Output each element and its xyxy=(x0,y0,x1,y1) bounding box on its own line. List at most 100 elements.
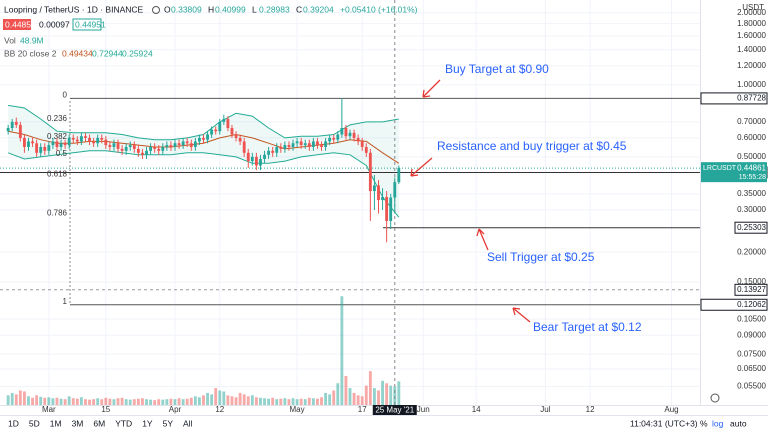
candle-body xyxy=(250,156,254,162)
volume-bar xyxy=(267,398,271,405)
candle-body xyxy=(206,134,209,140)
ohlc-value: 0.39204 xyxy=(303,4,334,14)
volume-bar xyxy=(181,399,185,405)
candle-body xyxy=(39,146,43,153)
y-tick-label: 0.15000 xyxy=(737,277,766,286)
bb-fill xyxy=(8,105,399,218)
candle-body xyxy=(18,124,22,138)
volume-bar xyxy=(67,396,71,405)
candle-body xyxy=(124,146,128,151)
ask: 0.44951 xyxy=(75,19,106,29)
candle-body xyxy=(145,150,148,155)
volume-bar xyxy=(356,395,360,405)
volume-bar xyxy=(320,397,323,405)
y-tick-label: 0.07500 xyxy=(737,349,766,358)
y-tick-label: 1.00000 xyxy=(737,80,766,89)
price-tag-label: 0.44861 xyxy=(737,163,766,172)
fib-level-label: 0.618 xyxy=(47,170,68,179)
candle-body xyxy=(340,128,344,135)
candle-body xyxy=(234,134,238,138)
volume-bar xyxy=(18,390,22,405)
y-tick-label: 0.35000 xyxy=(737,189,766,198)
candle-body xyxy=(22,137,26,147)
candle-body xyxy=(88,137,91,142)
volume-bar xyxy=(145,399,148,405)
log-toggle[interactable]: log xyxy=(712,418,724,428)
candle-body xyxy=(368,152,372,192)
candle-body xyxy=(35,143,39,153)
vol-label: Vol xyxy=(4,35,16,45)
candle-body xyxy=(189,143,193,147)
range-button[interactable]: YTD xyxy=(115,418,132,428)
candle-body xyxy=(67,137,71,146)
volume-bar xyxy=(295,399,299,405)
volume-bar xyxy=(177,398,181,405)
volume-bar xyxy=(275,399,279,405)
bid-box[interactable] xyxy=(3,19,31,30)
volume-bar xyxy=(206,392,209,405)
volume-bar xyxy=(14,394,18,405)
settings-icon[interactable] xyxy=(710,393,720,403)
candle-body xyxy=(377,185,380,201)
candle-body xyxy=(132,145,136,149)
volume-bar xyxy=(222,391,226,405)
candle-body xyxy=(381,196,384,201)
volume-bar xyxy=(92,399,96,405)
volume-bar xyxy=(116,398,120,405)
y-tick-label: 1.60000 xyxy=(737,31,766,40)
candle-body xyxy=(226,118,230,129)
candle-body xyxy=(75,139,79,142)
price-tag-label: 0.12062 xyxy=(737,300,766,309)
candle-body xyxy=(356,137,360,142)
eye-icon[interactable] xyxy=(152,6,160,14)
y-tick-label: 1.80000 xyxy=(737,19,766,28)
candle-body xyxy=(364,146,368,153)
volume-bar xyxy=(283,398,287,405)
range-button[interactable]: 1M xyxy=(50,418,62,428)
candle-body xyxy=(259,158,262,166)
candle-body xyxy=(316,141,319,146)
auto-toggle[interactable]: auto xyxy=(730,418,747,428)
range-button[interactable]: All xyxy=(183,418,193,428)
arrow xyxy=(476,228,489,251)
candle-body xyxy=(6,128,10,132)
volume-bar xyxy=(372,388,376,405)
x-tick-label: May xyxy=(290,405,305,414)
x-tick-label: 12 xyxy=(586,405,595,414)
percent-toggle[interactable]: % xyxy=(700,418,708,428)
volume-bar xyxy=(161,399,165,405)
candle-body xyxy=(197,137,201,142)
volume-bar xyxy=(340,296,344,405)
symbol-tag: LRCUSDT xyxy=(703,165,737,172)
volume-bar xyxy=(214,388,218,405)
volume-bar xyxy=(88,399,91,405)
x-tick-label: Jun xyxy=(417,405,430,414)
range-button[interactable]: 1D xyxy=(8,418,19,428)
range-button[interactable]: 6M xyxy=(93,418,105,428)
candle-body xyxy=(84,136,87,138)
volume-bar xyxy=(299,398,303,405)
volume-bar xyxy=(6,395,10,405)
volume-bar xyxy=(311,398,315,405)
candle-body xyxy=(242,141,246,153)
candle-body xyxy=(348,132,352,137)
candle-body xyxy=(173,143,177,147)
candle-body xyxy=(393,182,397,198)
volume-bar xyxy=(43,397,47,405)
fib-level-label: 0.382 xyxy=(47,132,68,141)
volume-bar xyxy=(377,390,380,405)
ohlc-key: C xyxy=(296,4,302,14)
y-tick-label: 0.06500 xyxy=(737,364,766,373)
volume-bar xyxy=(389,385,393,405)
ask-box[interactable] xyxy=(72,18,102,31)
volume-bar xyxy=(328,394,332,405)
volume-bar xyxy=(360,396,364,405)
candle-body xyxy=(246,152,250,162)
range-button[interactable]: 5D xyxy=(29,418,40,428)
volume-bar xyxy=(368,371,372,405)
price-tag-label: 0.25303 xyxy=(737,223,766,232)
range-button[interactable]: 5Y xyxy=(163,418,174,428)
y-unit: USDT xyxy=(742,3,764,12)
range-button[interactable]: 3M xyxy=(72,418,84,428)
range-button[interactable]: 1Y xyxy=(142,418,153,428)
